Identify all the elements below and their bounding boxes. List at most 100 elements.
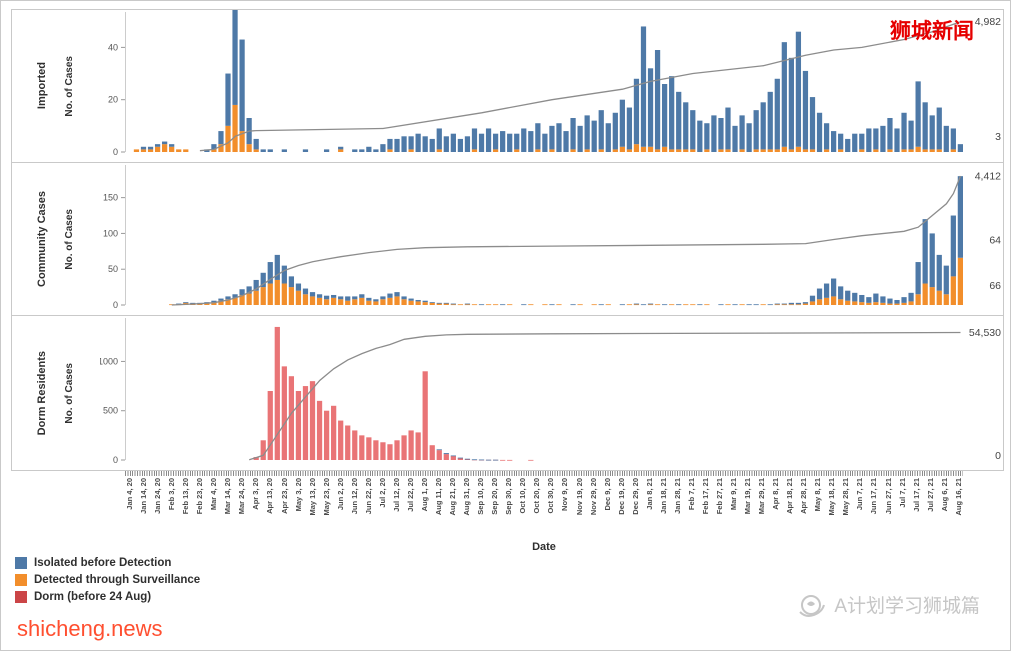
bar-segment (408, 298, 414, 301)
bar-segment (520, 128, 527, 152)
panel-community-titles: Community Cases No. of Cases (12, 163, 100, 315)
bar-segment (633, 78, 639, 145)
bar-segment (612, 149, 618, 152)
bar-segment (422, 302, 428, 305)
x-tick-label: Jun 17, 21 (869, 478, 879, 515)
bar-segment (457, 138, 463, 152)
x-tick-label: Jan 24, 20 (153, 478, 163, 514)
bar-segment (394, 138, 400, 152)
x-tick-label: Jul 22, 20 (405, 478, 415, 512)
bar-segment (563, 131, 569, 152)
x-tick-label: Jun 7, 21 (855, 478, 865, 511)
bar-segment (478, 133, 484, 152)
bar-segment (513, 133, 520, 150)
bar-segment (549, 149, 555, 152)
bar-segment (140, 149, 146, 152)
bar-segment (443, 302, 449, 304)
legend: Isolated before Detection Detected throu… (15, 557, 200, 603)
bar-segment (950, 128, 956, 150)
bar-segment (457, 458, 463, 460)
bar-segment (436, 449, 442, 451)
bar-segment (373, 299, 379, 302)
bar-segment (535, 123, 541, 150)
bar-segment (422, 300, 428, 303)
bar-segment (633, 304, 639, 306)
bar-segment (739, 149, 745, 152)
bar-segment (675, 91, 682, 150)
bar-segment (661, 146, 668, 152)
annotation-value: 66 (989, 280, 1001, 292)
bar-segment (704, 304, 710, 306)
bar-segment (267, 283, 273, 305)
x-tick-label: Dec 29, 20 (630, 478, 640, 515)
bar-segment (943, 294, 949, 305)
bar-segment (908, 292, 914, 302)
bar-segment (260, 440, 266, 460)
x-tick-label: Jan 8, 21 (644, 478, 654, 510)
bar-segment (809, 149, 815, 152)
panel-title: Dorm Residents (36, 350, 49, 436)
bar-segment (915, 294, 921, 305)
bar-segment (689, 149, 696, 152)
bar-segment (837, 286, 844, 300)
bar-segment (894, 128, 900, 152)
bar-segment (401, 136, 407, 152)
bar-segment (323, 295, 330, 300)
bar-segment (373, 301, 379, 305)
bar-segment (774, 149, 780, 152)
bar-segment (704, 123, 710, 150)
bar-segment (387, 293, 393, 298)
bar-segment (309, 292, 315, 297)
y-axis-title: No. of Cases (64, 208, 76, 270)
y-tick-label: 150 (103, 193, 118, 203)
bar-segment (457, 304, 463, 306)
bar-segment (816, 299, 822, 305)
bar-segment (823, 149, 830, 152)
bar-segment (182, 302, 189, 303)
bar-segment (844, 138, 851, 152)
x-tick-label: Jan 14, 20 (139, 478, 149, 514)
bar-segment (725, 149, 731, 152)
cumulative-line (248, 331, 961, 461)
bar-segment (408, 430, 414, 460)
bar-segment (950, 149, 956, 152)
bar-segment (281, 265, 287, 284)
watermark-plan-a: A计划学习狮城篇 (796, 591, 980, 618)
x-tick-label: Mar 4, 20 (209, 478, 219, 511)
x-tick-label: Nov 9, 20 (560, 478, 570, 511)
x-tick-label: May 8, 21 (813, 478, 823, 512)
bar-segment (732, 125, 738, 152)
watermark-plan-a-text: A计划学习狮城篇 (834, 596, 980, 617)
x-tick-label: Jul 12, 20 (391, 478, 401, 512)
bar-segment (232, 297, 238, 305)
y-tick-label: 100 (103, 228, 118, 238)
x-tick-label: Oct 10, 20 (518, 478, 528, 514)
x-tick-label: Dec 19, 20 (616, 478, 626, 515)
bar-segment (492, 304, 499, 306)
bar-segment (253, 138, 259, 150)
bar-segment (549, 125, 555, 150)
bar-segment (816, 112, 822, 152)
bar-segment (351, 296, 358, 300)
bar-segment (577, 125, 583, 152)
bar-segment (450, 133, 456, 152)
bar-segment (450, 304, 456, 306)
bar-segment (323, 299, 330, 305)
x-tick-label: Feb 7, 21 (686, 478, 696, 511)
bar-segment (274, 326, 280, 460)
bar-segment (281, 366, 287, 460)
bar-segment (873, 302, 879, 305)
x-tick-label: Sep 20, 20 (490, 478, 500, 515)
bar-segment (922, 102, 928, 150)
bar-segment (366, 300, 372, 305)
bar-segment (950, 276, 956, 305)
x-tick-label: Feb 23, 20 (195, 478, 205, 515)
x-tick-label: Oct 30, 20 (546, 478, 556, 514)
bar-segment (894, 299, 900, 304)
bar-segment (492, 149, 499, 152)
bar-segment (337, 149, 344, 152)
bar-segment (556, 304, 562, 306)
bar-segment (436, 149, 442, 152)
bar-segment (957, 176, 963, 258)
bar-segment (309, 381, 315, 460)
